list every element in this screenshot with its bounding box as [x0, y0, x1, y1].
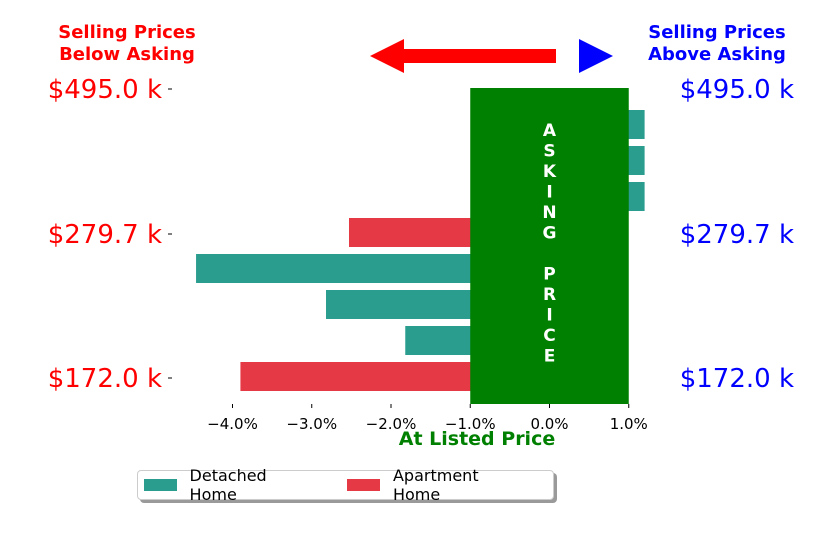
right-price-label: $279.7 k — [680, 220, 794, 250]
at-listed-price-label: At Listed Price — [399, 428, 555, 450]
left-price-label: $279.7 k — [48, 220, 162, 250]
y-labels: $495.0 k $279.7 k $172.0 k $495.0 k $279.7 k… — [48, 75, 794, 394]
right-price-label: $172.0 k — [680, 364, 794, 394]
asking-price-letter: S — [543, 142, 555, 162]
left-price-label: $495.0 k — [48, 75, 162, 105]
x-axis: −4.0% −3.0% −2.0% −1.0% 0.0% 1.0% — [207, 404, 648, 433]
above-asking-title-line1: Selling Prices — [648, 22, 785, 43]
asking-price-letter: C — [543, 326, 555, 346]
asking-price-letter: I — [546, 306, 552, 326]
x-tick-label: 0.0% — [530, 415, 568, 433]
left-arrow-icon — [370, 39, 556, 73]
x-tick-label: −4.0% — [207, 415, 258, 433]
asking-price-letter: E — [544, 347, 556, 367]
legend-swatch-apartment — [347, 479, 380, 491]
asking-price-letter: I — [546, 183, 552, 203]
legend: Detached Home Apartment Home — [137, 466, 554, 504]
legend-label-detached: Detached Home — [189, 466, 267, 504]
legend-label-apartment: Apartment Home — [392, 466, 479, 504]
asking-price-box — [470, 88, 629, 404]
below-asking-title-line2: Below Asking — [59, 44, 195, 65]
asking-price-letter: P — [543, 265, 555, 285]
below-asking-title-line1: Selling Prices — [58, 22, 195, 43]
asking-price-letter: G — [543, 224, 557, 244]
above-asking-title-line2: Above Asking — [648, 44, 786, 65]
legend-item-apartment: Apartment Home — [347, 466, 525, 504]
x-tick-label: −3.0% — [286, 415, 337, 433]
asking-price-letter: R — [543, 285, 556, 305]
right-arrow-icon — [579, 39, 613, 73]
legend-item-detached: Detached Home — [144, 466, 313, 504]
x-tick-label: −2.0% — [366, 415, 417, 433]
asking-price-letter: A — [543, 121, 557, 141]
x-tick-label: 1.0% — [610, 415, 648, 433]
x-tick-label: −1.0% — [445, 415, 496, 433]
legend-swatch-detached — [144, 479, 177, 491]
asking-price-letter: N — [542, 203, 556, 223]
right-price-label: $495.0 k — [680, 75, 794, 105]
left-price-label: $172.0 k — [48, 364, 162, 394]
asking-price-letter: K — [543, 162, 557, 182]
